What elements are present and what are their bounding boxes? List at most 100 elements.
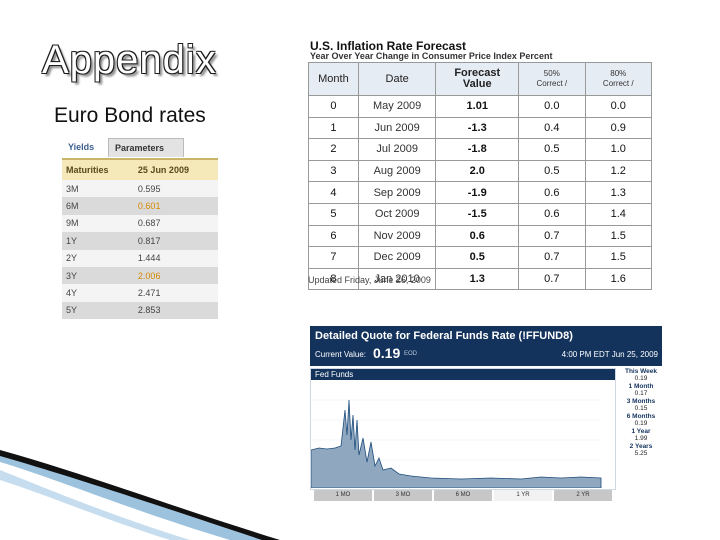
c50-cell: 0.7 <box>518 224 586 248</box>
c80-cell: 0.0 <box>584 95 653 118</box>
range-button-6mo[interactable]: 6 MO <box>434 490 492 501</box>
col-50-correct: 50% Correct / <box>518 62 586 96</box>
date-cell: Jan 2010 <box>357 267 437 291</box>
current-value-label: Current Value: <box>315 350 366 359</box>
col-month: Month <box>308 62 359 96</box>
forecast-value-cell: -1.5 <box>435 202 520 226</box>
yields-tab-bar: Yields Parameters <box>62 138 218 158</box>
period-item-3-months[interactable]: 3 Months 0.15 <box>618 398 664 413</box>
forecast-header-line1: Forecast <box>454 67 501 79</box>
date-cell: Jul 2009 <box>357 138 437 161</box>
c80-cell: 1.5 <box>584 224 653 248</box>
maturity-cell: 2Y <box>62 249 134 267</box>
c50-cell: 0.5 <box>518 138 586 161</box>
table-row: 3 Aug 2009 2.0 0.5 1.2 <box>308 159 653 183</box>
tab-yields[interactable]: Yields <box>62 138 118 156</box>
period-value: 0.19 <box>634 375 648 382</box>
yield-cell: 0.595 <box>133 180 218 198</box>
period-item-1-month[interactable]: 1 Month 0.17 <box>618 383 664 398</box>
maturity-cell: 3Y <box>62 266 134 285</box>
col-date: Date <box>357 62 437 96</box>
period-item-1-year[interactable]: 1 Year 1.99 <box>618 428 664 443</box>
range-button-3mo[interactable]: 3 MO <box>374 490 432 501</box>
yield-cell: 0.601 <box>133 197 218 215</box>
forecast-value-cell: 1.01 <box>435 95 520 118</box>
period-value: 1.99 <box>634 435 648 442</box>
c80-header-line2: Correct <box>602 79 630 88</box>
range-button-2yr[interactable]: 2 YR <box>554 490 612 501</box>
forecast-header-line2: Value <box>462 78 492 90</box>
c50-cell: 0.7 <box>518 246 586 269</box>
period-item-6-months[interactable]: 6 Months 0.19 <box>618 413 664 428</box>
fed-quote-title: Detailed Quote for Federal Funds Rate (!… <box>315 330 573 342</box>
c80-cell: 1.3 <box>584 181 653 204</box>
quote-timestamp: 4:00 PM EDT Jun 25, 2009 <box>561 350 658 359</box>
col-date: 25 Jun 2009 <box>133 158 218 180</box>
table-row: 1Y 0.817 <box>62 232 218 250</box>
maturity-cell: 9M <box>62 214 134 233</box>
yield-cell: 2.853 <box>133 301 218 320</box>
date-cell: Aug 2009 <box>357 159 437 183</box>
period-value: 5.25 <box>634 450 648 457</box>
fed-quote-header: Detailed Quote for Federal Funds Rate (!… <box>310 326 662 366</box>
month-cell: 2 <box>308 138 359 161</box>
c50-cell: 0.4 <box>518 116 586 140</box>
period-label: 2 Years <box>629 443 653 450</box>
table-row: 8 Jan 2010 1.3 0.7 1.6 <box>308 267 653 291</box>
forecast-value-cell: 0.5 <box>435 246 520 269</box>
c80-cell: 1.4 <box>584 202 653 226</box>
date-cell: May 2009 <box>357 95 437 118</box>
col-maturities: Maturities <box>62 158 134 180</box>
table-row: 9M 0.687 <box>62 214 218 233</box>
current-value: 0.19 <box>373 345 401 361</box>
euro-yields-panel: Yields Parameters Maturities 25 Jun 2009… <box>62 138 218 320</box>
period-value: 0.15 <box>634 405 648 412</box>
c50-header-line2: Correct <box>536 79 563 88</box>
maturity-cell: 3M <box>62 180 134 198</box>
date-cell: Jun 2009 <box>357 116 437 140</box>
range-button-1yr[interactable]: 1 YR <box>494 490 552 501</box>
maturity-cell: 5Y <box>62 301 134 320</box>
table-row: 5 Oct 2009 -1.5 0.6 1.4 <box>308 202 653 226</box>
range-button-1mo[interactable]: 1 MO <box>314 490 372 501</box>
fed-chart-panel: Fed Funds <box>310 368 616 490</box>
tab-parameters[interactable]: Parameters <box>108 138 184 157</box>
date-cell: Dec 2009 <box>357 246 437 269</box>
c50-header-line1: 50% <box>543 69 560 78</box>
fed-chart-label: Fed Funds <box>311 369 615 380</box>
period-item-this-week[interactable]: This Week 0.19 <box>618 368 664 383</box>
month-cell: 6 <box>308 224 359 248</box>
table-row: 2 Jul 2009 -1.8 0.5 1.0 <box>308 138 653 161</box>
month-cell: 0 <box>308 95 359 118</box>
period-label: This Week <box>624 368 658 375</box>
inflation-title: U.S. Inflation Rate Forecast <box>310 39 467 53</box>
table-row: 3M 0.595 <box>62 180 218 198</box>
date-cell: Oct 2009 <box>357 202 437 226</box>
forecast-value-cell: -1.3 <box>435 116 520 140</box>
forecast-value-cell: 1.3 <box>435 267 520 291</box>
slide-subtitle: Euro Bond rates <box>54 104 206 127</box>
month-cell: 3 <box>308 159 359 183</box>
period-label: 3 Months <box>626 398 656 405</box>
date-cell: Sep 2009 <box>357 181 437 204</box>
forecast-value-cell: -1.8 <box>435 138 520 161</box>
table-row: 1 Jun 2009 -1.3 0.4 0.9 <box>308 116 653 140</box>
month-cell: 8 <box>308 267 359 291</box>
table-row: 6 Nov 2009 0.6 0.7 1.5 <box>308 224 653 248</box>
table-row: 7 Dec 2009 0.5 0.7 1.5 <box>308 246 653 269</box>
table-row: 6M 0.601 <box>62 197 218 215</box>
table-row: 2Y 1.444 <box>62 249 218 267</box>
inflation-subtitle: Year Over Year Change in Consumer Price … <box>310 51 553 61</box>
table-row: 4Y 2.471 <box>62 284 218 302</box>
decorative-swoosh <box>0 450 280 540</box>
slide-title: Appendix <box>42 38 217 82</box>
c50-cell: 0.0 <box>518 95 586 118</box>
table-row: 0 May 2009 1.01 0.0 0.0 <box>308 95 653 118</box>
yield-cell: 0.817 <box>133 232 218 250</box>
period-item-2-years[interactable]: 2 Years 5.25 <box>618 443 664 458</box>
fed-period-sidebar: This Week 0.19 1 Month 0.17 3 Months 0.15 6… <box>618 368 664 458</box>
c80-cell: 1.0 <box>584 138 653 161</box>
month-cell: 5 <box>308 202 359 226</box>
table-row: 3Y 2.006 <box>62 266 218 285</box>
yield-cell: 2.006 <box>133 266 218 285</box>
